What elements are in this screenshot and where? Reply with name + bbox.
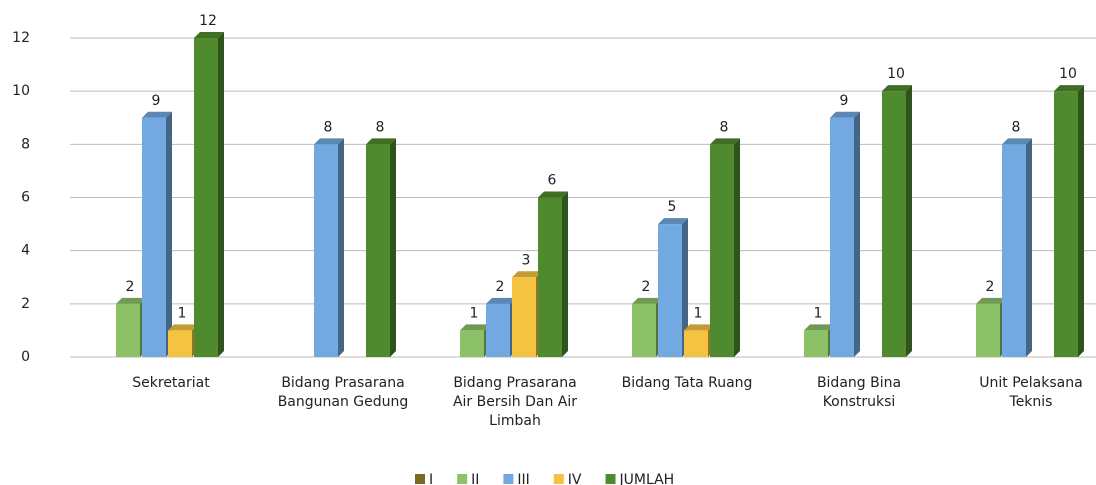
data-label: 2 (986, 279, 995, 295)
data-label: 1 (694, 305, 703, 321)
bar-side (1026, 138, 1032, 357)
data-label: 2 (126, 279, 135, 295)
bar (1002, 144, 1026, 357)
x-tick-label: Sekretariat (132, 375, 210, 391)
data-label: 1 (814, 305, 823, 321)
bar-side (390, 138, 396, 357)
legend-label: III (517, 472, 529, 485)
legend-swatch (553, 474, 564, 484)
bar-top (538, 191, 568, 198)
bar-top (710, 138, 740, 145)
data-label: 8 (376, 119, 385, 135)
bar-top (976, 297, 1006, 304)
bar-top (882, 85, 912, 92)
data-label: 12 (199, 13, 217, 29)
bar (486, 303, 510, 357)
data-label: 5 (668, 199, 677, 215)
data-label: 2 (496, 279, 505, 295)
bar-top (460, 324, 490, 331)
bar (194, 38, 218, 357)
bar (512, 277, 536, 357)
bar-top (486, 297, 516, 304)
x-tick-label: Unit Pelaksana Teknis (979, 375, 1083, 410)
bar-side (562, 191, 568, 357)
bar (684, 330, 708, 357)
x-tick-label: Bidang Bina Konstruksi (816, 375, 902, 410)
bar-top (1002, 138, 1032, 145)
bar-top (314, 138, 344, 145)
data-label: 2 (642, 279, 651, 295)
bar (538, 197, 562, 357)
legend-label: II (471, 472, 479, 485)
bar-top (658, 218, 688, 225)
bar-top (804, 324, 834, 331)
bar-side (338, 138, 344, 357)
legend-label: IV (568, 472, 582, 485)
bar (460, 330, 484, 357)
bar (882, 91, 906, 358)
data-label: 10 (887, 66, 905, 82)
data-label: 1 (178, 305, 187, 321)
bar-side (218, 32, 224, 357)
bar-side (1078, 85, 1084, 358)
data-label: 8 (324, 119, 333, 135)
y-tick-label: 0 (21, 349, 30, 365)
data-label: 1 (470, 305, 479, 321)
bar-top (366, 138, 396, 145)
data-label: 9 (840, 93, 849, 109)
legend-swatch (457, 474, 468, 484)
bar-top (142, 111, 172, 118)
bar-top (684, 324, 714, 331)
legend-swatch (415, 474, 425, 484)
bar-side (734, 138, 740, 357)
bar (116, 303, 140, 357)
data-label: 8 (720, 119, 729, 135)
y-tick-label: 2 (21, 296, 30, 312)
bar-side (166, 111, 172, 357)
bar (804, 330, 828, 357)
bar-top (632, 297, 662, 304)
y-tick-label: 6 (21, 190, 30, 206)
legend-swatch (605, 474, 616, 484)
bar-side (682, 218, 688, 357)
data-label: 9 (152, 93, 161, 109)
bar (710, 144, 734, 357)
bar-top (194, 32, 224, 38)
bar (632, 303, 656, 357)
bar (366, 144, 390, 357)
bar-top (168, 324, 198, 331)
bar (314, 144, 338, 357)
data-label: 6 (548, 173, 557, 189)
y-tick-label: 10 (12, 83, 30, 99)
bar (830, 117, 854, 357)
bar-top (116, 297, 146, 304)
data-label: 3 (522, 252, 531, 268)
legend-label: JUMLAH (619, 472, 675, 485)
bar (142, 117, 166, 357)
data-label: 10 (1059, 66, 1077, 82)
bar-top (512, 271, 542, 278)
legend-swatch (503, 474, 514, 484)
x-tick-label: Bidang Prasarana Air Bersih Dan Air Limb… (452, 375, 578, 429)
y-tick-label: 4 (21, 243, 30, 259)
bar-side (854, 111, 860, 357)
data-label: 8 (1012, 119, 1021, 135)
bar-top (830, 111, 860, 118)
x-tick-label: Bidang Prasarana Bangunan Gedung (277, 375, 409, 410)
y-tick-label: 12 (12, 30, 30, 46)
bar-side (906, 85, 912, 358)
legend-label: I (429, 472, 433, 485)
bar-top (1054, 85, 1084, 92)
bar (658, 224, 682, 357)
x-tick-label: Bidang Tata Ruang (621, 375, 753, 391)
bar (168, 330, 192, 357)
y-tick-label: 8 (21, 136, 30, 152)
bar (976, 303, 1000, 357)
bar (1054, 91, 1078, 358)
